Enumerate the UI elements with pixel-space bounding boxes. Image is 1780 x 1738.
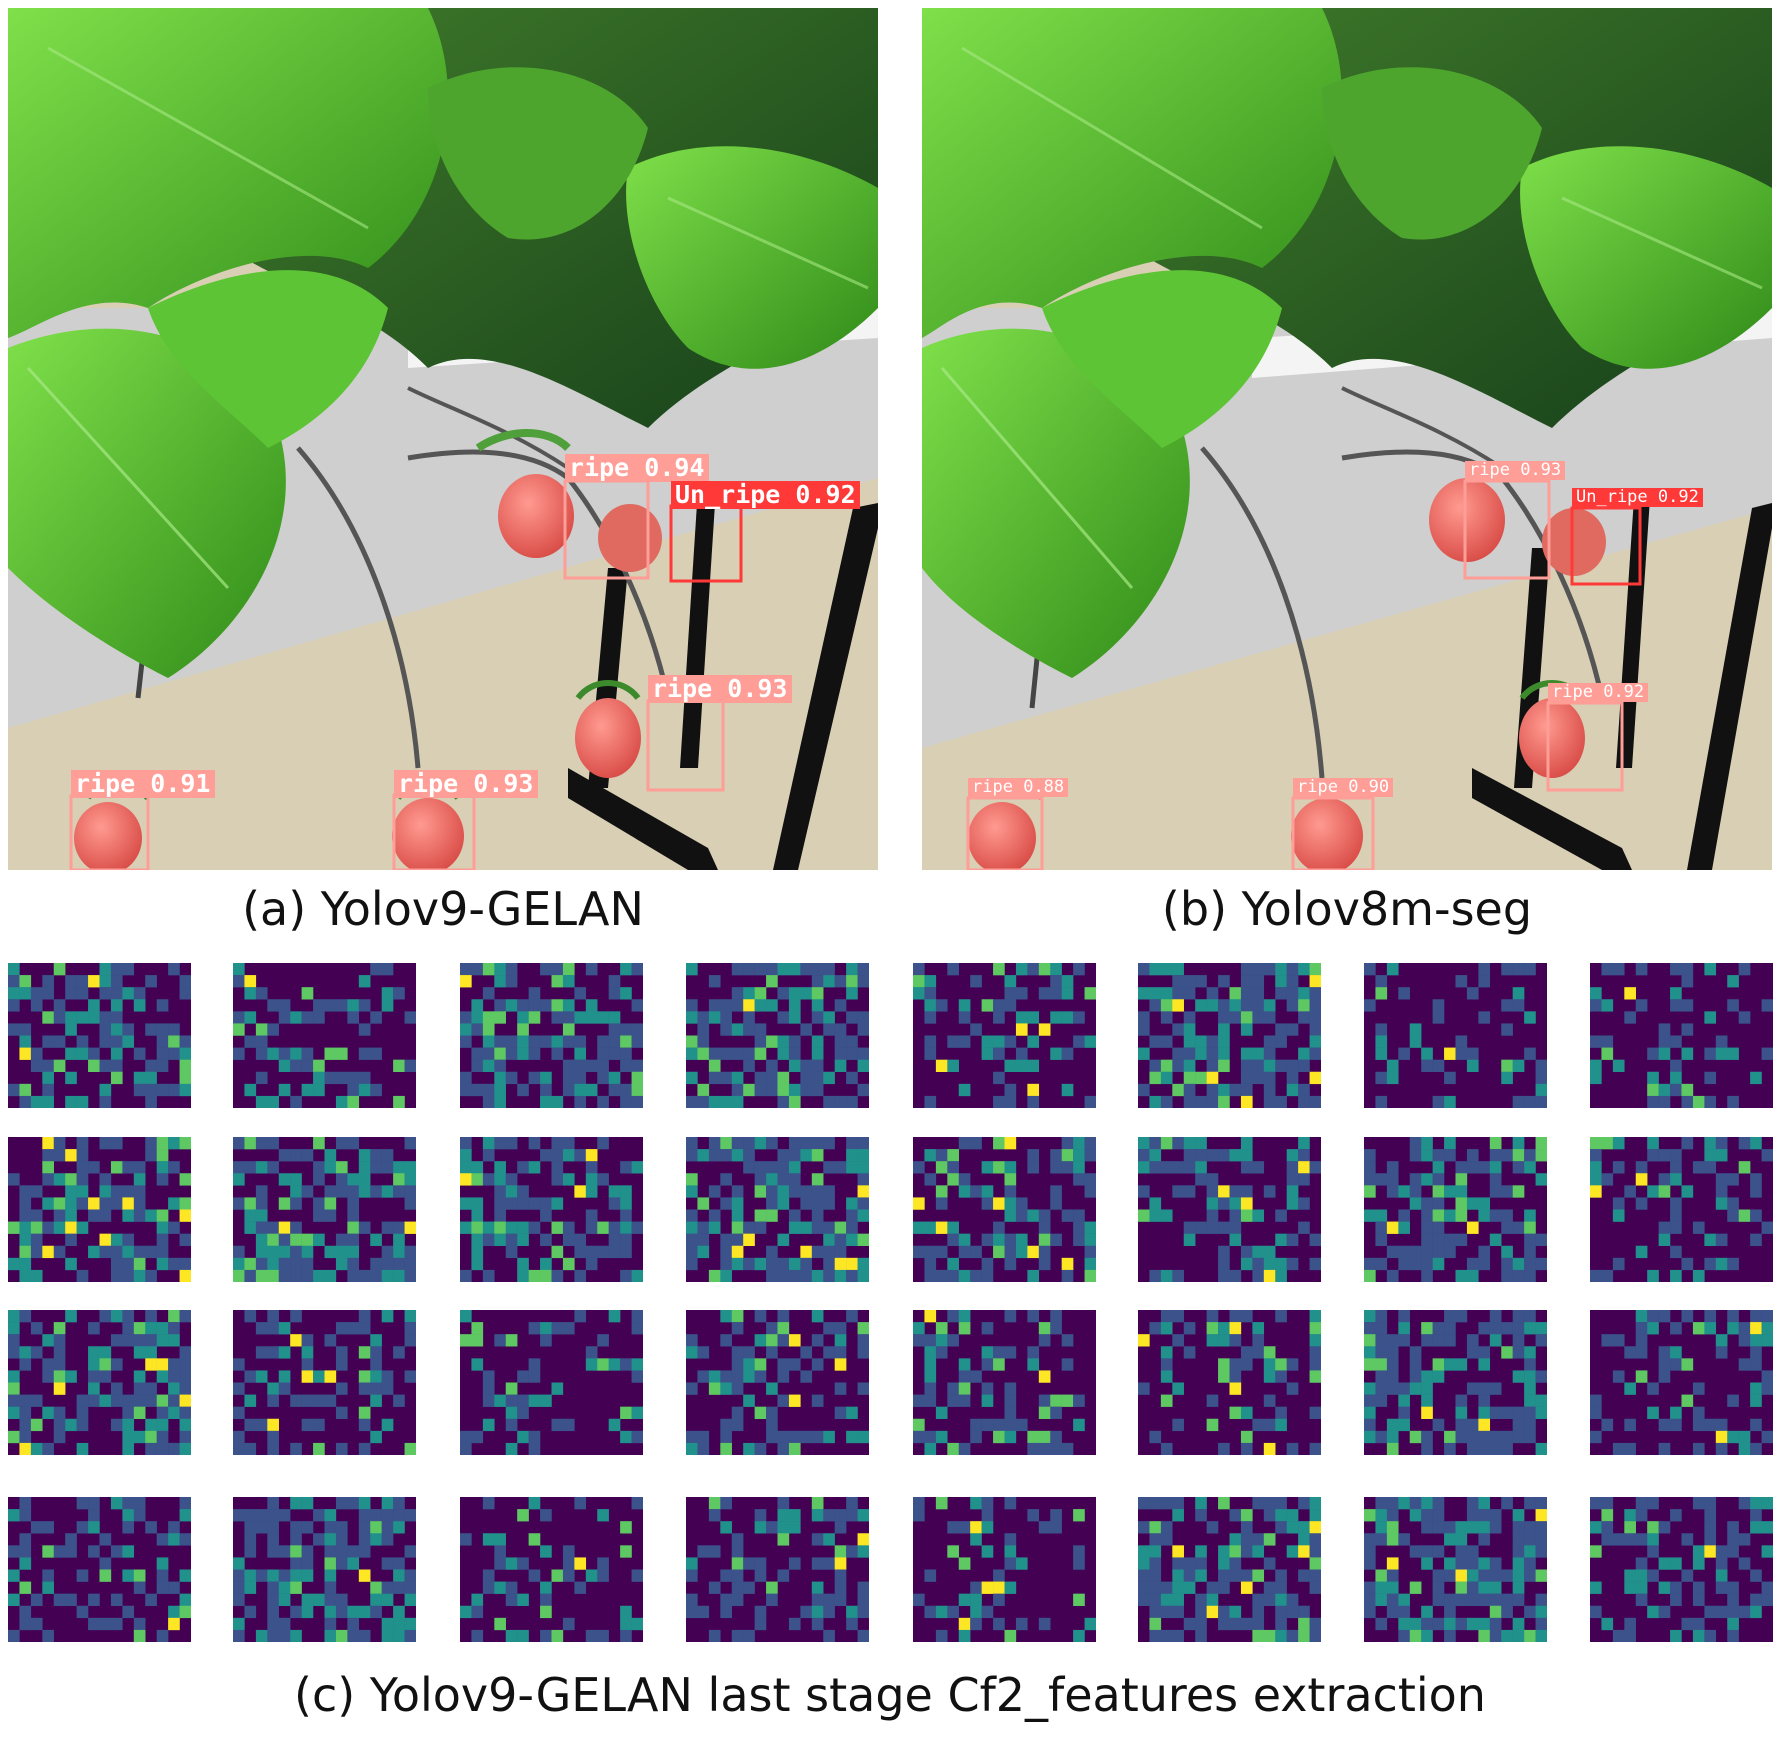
feature-map: [8, 1310, 191, 1455]
feature-map: [686, 1137, 869, 1282]
detection-score: 0.90: [1348, 777, 1390, 797]
detection-score: 0.93: [727, 674, 788, 703]
feature-map: [913, 1497, 1096, 1642]
panel-b-image: [922, 8, 1772, 870]
feature-map: [913, 963, 1096, 1108]
detections-b: [966, 479, 1642, 870]
feature-map: [8, 963, 191, 1108]
detection-score: 0.88: [1023, 777, 1065, 797]
feature-map: [913, 1137, 1096, 1282]
detection-class: ripe: [398, 769, 459, 798]
caption-c: (c) Yolov9-GELAN last stage Cf2_features…: [294, 1668, 1486, 1722]
feature-map: [460, 1497, 643, 1642]
feature-map: [460, 1310, 643, 1455]
feature-map: [233, 963, 416, 1108]
feature-map: [460, 963, 643, 1108]
feature-map: [460, 1137, 643, 1282]
detection-label: ripe 0.88: [968, 777, 1069, 797]
panel-a-image: [8, 8, 878, 870]
detection-class: ripe: [652, 674, 713, 703]
feature-map: [8, 1137, 191, 1282]
detection-score: 0.93: [473, 769, 534, 798]
feature-map: [686, 1497, 869, 1642]
feature-map: [1590, 1310, 1773, 1455]
feature-map: [686, 1310, 869, 1455]
feature-map: [1364, 1497, 1547, 1642]
detection-score: 0.92: [1603, 682, 1645, 702]
feature-map: [8, 1497, 191, 1642]
detection-class: ripe: [1469, 460, 1510, 480]
caption-a: (a) Yolov9-GELAN: [242, 882, 644, 936]
detection-label: Un_ripe 0.92: [1572, 488, 1703, 507]
detection-score: 0.92: [795, 480, 856, 509]
feature-map: [233, 1310, 416, 1455]
detection-label: ripe 0.94: [565, 454, 709, 482]
detection-label: ripe 0.93: [1465, 460, 1566, 480]
detection-label: ripe 0.92: [1548, 682, 1649, 702]
feature-map: [1590, 963, 1773, 1108]
detection-score: 0.94: [644, 453, 705, 482]
detection-class: ripe: [569, 453, 630, 482]
detection-label: ripe 0.93: [648, 675, 792, 703]
feature-map: [233, 1497, 416, 1642]
feature-map: [1364, 1310, 1547, 1455]
detection-score: 0.93: [1520, 460, 1562, 480]
feature-map: [913, 1310, 1096, 1455]
caption-b: (b) Yolov8m-seg: [1161, 882, 1533, 936]
detection-score: 0.92: [1657, 487, 1699, 507]
feature-map: [1138, 963, 1321, 1108]
detection-class: Un_ripe: [675, 480, 781, 509]
feature-map: [1364, 963, 1547, 1108]
scene-a: [8, 8, 878, 870]
feature-map: [1138, 1497, 1321, 1642]
detection-label: ripe 0.93: [394, 770, 538, 798]
feature-map: [686, 963, 869, 1108]
feature-map: [233, 1137, 416, 1282]
detection-class: ripe: [1297, 777, 1338, 797]
detection-score: 0.91: [150, 769, 211, 798]
feature-map: [1590, 1137, 1773, 1282]
detection-label: Un_ripe 0.92: [671, 481, 860, 509]
detection-class: Un_ripe: [1576, 487, 1648, 507]
detection-class: ripe: [972, 777, 1013, 797]
feature-map: [1138, 1137, 1321, 1282]
feature-map: [1590, 1497, 1773, 1642]
detection-label: ripe 0.91: [71, 770, 215, 798]
feature-map: [1364, 1137, 1547, 1282]
scene-b: [922, 8, 1772, 870]
detection-class: ripe: [1552, 682, 1593, 702]
detection-class: ripe: [75, 769, 136, 798]
feature-map: [1138, 1310, 1321, 1455]
detection-label: ripe 0.90: [1293, 777, 1394, 797]
